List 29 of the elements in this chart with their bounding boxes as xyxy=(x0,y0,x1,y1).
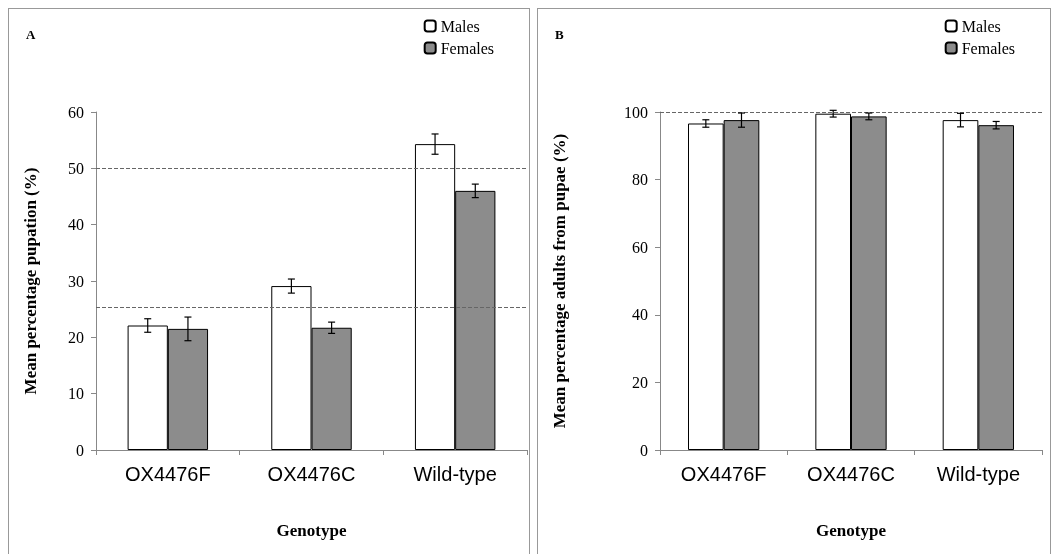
legend-label: Males xyxy=(440,17,480,35)
x-tick-label: Wild-type xyxy=(936,463,1021,485)
x-tick-label: OX4476F xyxy=(125,463,211,485)
y-tick-label: 0 xyxy=(76,441,84,459)
x-tick-label: OX4476C xyxy=(267,463,356,485)
y-tick-label: 50 xyxy=(68,159,84,177)
legend-label: Females xyxy=(961,39,1016,57)
x-tick-label: OX4476F xyxy=(680,463,767,485)
y-tick-label: 40 xyxy=(68,216,84,234)
y-tick-label: 100 xyxy=(624,103,648,121)
x-tick-label: Wild-type xyxy=(413,463,497,485)
y-tick-label: 30 xyxy=(68,272,84,290)
y-axis-title: Mean percentage pupation (%) xyxy=(21,167,40,395)
x-axis-title: Genotype xyxy=(816,521,887,540)
legend-label: Females xyxy=(440,39,495,57)
y-tick-label: 80 xyxy=(632,171,648,189)
legend-label: Males xyxy=(961,17,1001,35)
y-tick-label: 60 xyxy=(68,103,84,121)
y-axis-title: Mean percentage adults from pupae (%) xyxy=(550,133,569,429)
chart-title: A xyxy=(26,27,36,42)
y-tick-label: 40 xyxy=(632,306,648,324)
x-tick-label: OX4476C xyxy=(807,463,895,485)
x-axis-title: Genotype xyxy=(276,521,347,540)
y-tick-label: 60 xyxy=(632,238,648,256)
y-tick-label: 20 xyxy=(632,373,648,391)
chart-title: B xyxy=(555,27,564,42)
y-tick-label: 20 xyxy=(68,328,84,346)
y-tick-label: 10 xyxy=(68,385,84,403)
y-tick-label: 0 xyxy=(640,441,648,459)
